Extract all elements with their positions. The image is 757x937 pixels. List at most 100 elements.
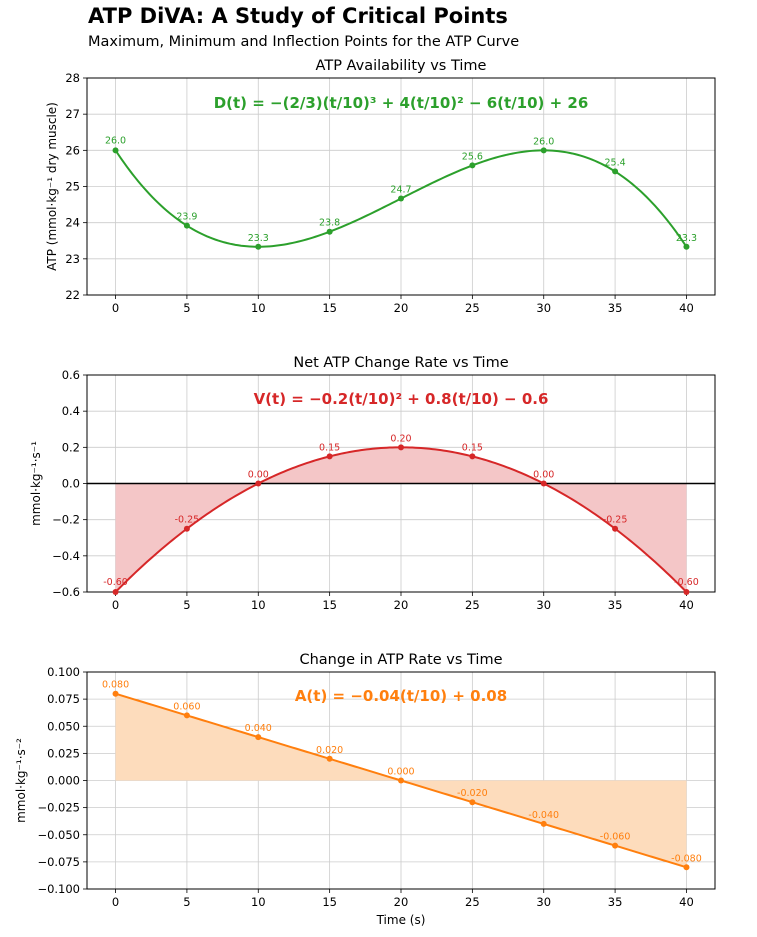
data-label: 0.15	[319, 442, 340, 453]
y-tick-label: 0.4	[62, 404, 80, 418]
data-point	[112, 589, 119, 595]
data-point	[540, 480, 547, 487]
data-label: 23.9	[176, 212, 197, 223]
y-tick-label: −0.2	[52, 513, 80, 527]
data-label: -0.040	[528, 810, 559, 821]
data-point	[683, 864, 690, 871]
data-point	[326, 755, 333, 762]
y-tick-label: 0.100	[47, 665, 80, 679]
data-point	[183, 712, 190, 719]
chart-3: Change in ATP Rate vs Time 0 5 10 15 20 25 30 35…	[14, 652, 716, 927]
y-tick-label: 25	[65, 180, 80, 194]
chart-title: Net ATP Change Rate vs Time	[293, 355, 508, 371]
chart-title: ATP Availability vs Time	[316, 58, 487, 74]
x-axis-label: Time (s)	[376, 913, 426, 927]
data-point	[612, 525, 619, 532]
data-label: 0.040	[245, 723, 272, 734]
y-tick-label: −0.075	[37, 855, 80, 869]
data-label: 24.7	[390, 185, 411, 196]
x-tick-label: 30	[536, 895, 551, 909]
x-tick-label: 0	[112, 895, 119, 909]
y-tick-label: −0.6	[52, 585, 80, 599]
data-point	[255, 480, 262, 487]
data-label: 0.15	[462, 442, 483, 453]
equation-label: A(t) = −0.04(t/10) + 0.08	[295, 687, 507, 705]
data-label: 0.00	[533, 470, 554, 481]
data-label: 23.3	[248, 233, 269, 244]
data-point	[112, 690, 119, 697]
data-point	[398, 777, 404, 784]
data-point	[540, 147, 547, 154]
x-tick-label: 40	[679, 895, 694, 909]
y-axis-label: mmol·kg⁻¹·s⁻²	[14, 738, 28, 823]
x-tick-label: 5	[183, 895, 190, 909]
x-tick-label: 10	[251, 301, 266, 315]
x-tick-label: 5	[183, 598, 190, 612]
y-tick-label: 0.050	[47, 719, 80, 733]
y-tick-label: −0.050	[37, 828, 80, 842]
data-label: 0.20	[390, 433, 411, 444]
x-tick-label: 20	[394, 598, 409, 612]
data-point	[183, 525, 190, 532]
data-point	[683, 589, 690, 595]
data-point	[469, 162, 476, 169]
y-tick-label: −0.025	[37, 801, 80, 815]
equation-label: D(t) = −(2/3)(t/10)³ + 4(t/10)² − 6(t/10…	[214, 94, 589, 112]
y-tick-label: −0.100	[37, 882, 80, 896]
data-label: -0.080	[671, 853, 702, 864]
data-label: 25.4	[605, 157, 626, 168]
y-tick-label: −0.4	[52, 549, 80, 563]
data-label: 23.3	[676, 233, 697, 244]
x-tick-label: 25	[465, 895, 480, 909]
x-tick-label: 25	[465, 301, 480, 315]
data-point	[326, 228, 333, 235]
x-tick-label: 30	[536, 598, 551, 612]
y-tick-label: 26	[65, 143, 80, 157]
y-tick-label: 0.2	[62, 440, 80, 454]
data-point	[540, 820, 547, 827]
x-tick-label: 35	[608, 895, 623, 909]
equation-label: V(t) = −0.2(t/10)² + 0.8(t/10) − 0.6	[254, 390, 549, 408]
y-tick-label: 0.025	[47, 746, 80, 760]
x-tick-label: 35	[608, 598, 623, 612]
page-title: ATP DiVA: A Study of Critical Points	[88, 4, 508, 28]
x-tick-label: 35	[608, 301, 623, 315]
data-label: -0.25	[175, 515, 200, 526]
x-tick-label: 20	[394, 301, 409, 315]
x-tick-label: 25	[465, 598, 480, 612]
x-tick-label: 30	[536, 301, 551, 315]
y-axis-label: mmol·kg⁻¹·s⁻¹	[29, 441, 43, 526]
x-tick-label: 40	[679, 598, 694, 612]
data-label: -0.60	[103, 577, 128, 588]
data-label: 0.060	[173, 701, 200, 712]
x-tick-label: 40	[679, 301, 694, 315]
x-tick-label: 10	[251, 895, 266, 909]
chart-1: ATP Availability vs Time 0 5 10 15 20 25 30 35 40…	[45, 58, 716, 315]
x-tick-label: 0	[112, 301, 119, 315]
data-point	[612, 168, 619, 175]
data-label: -0.25	[603, 515, 628, 526]
data-label: 25.6	[462, 151, 483, 162]
y-tick-label: 27	[65, 107, 80, 121]
data-label: 0.080	[102, 680, 129, 691]
data-label: 0.000	[387, 767, 414, 778]
data-label: -0.020	[457, 788, 488, 799]
x-tick-label: 0	[112, 598, 119, 612]
x-tick-label: 20	[394, 895, 409, 909]
chart-title: Change in ATP Rate vs Time	[299, 652, 502, 668]
y-tick-label: 0.0	[62, 477, 80, 491]
x-tick-label: 15	[322, 895, 337, 909]
y-tick-label: 28	[65, 71, 80, 85]
y-tick-label: 0.000	[47, 774, 80, 788]
data-label: -0.060	[600, 832, 631, 843]
y-tick-label: 23	[65, 252, 80, 266]
data-label: 23.8	[319, 218, 340, 229]
data-label: 0.00	[248, 470, 269, 481]
data-point	[612, 842, 619, 849]
data-point	[469, 799, 476, 806]
chart-2: Net ATP Change Rate vs Time 0 5 10 15 20 25 30 3…	[29, 355, 716, 612]
x-tick-label: 15	[322, 301, 337, 315]
x-tick-label: 15	[322, 598, 337, 612]
data-point	[183, 222, 190, 229]
